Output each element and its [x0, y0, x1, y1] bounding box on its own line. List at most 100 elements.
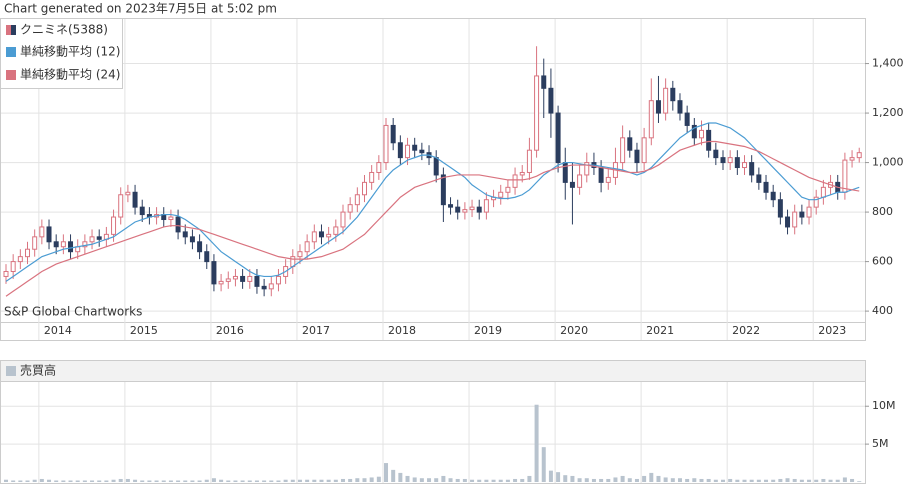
x-tick-label: 2022	[732, 324, 760, 337]
candle-body	[175, 216, 181, 233]
candle-body	[333, 226, 339, 235]
volume-bar	[764, 479, 769, 482]
legend-swatch	[6, 25, 11, 35]
volume-bar	[434, 478, 439, 482]
volume-bar	[290, 479, 295, 482]
candle-body	[125, 191, 131, 196]
volume-bar	[254, 480, 259, 482]
volume-bar	[835, 479, 840, 482]
candle-body	[813, 196, 819, 208]
volume-bar	[54, 480, 59, 482]
volume-bar	[140, 480, 145, 482]
volume-bar	[204, 479, 209, 482]
candle-body	[462, 209, 468, 213]
volume-bar	[333, 479, 338, 482]
volume-bar	[842, 477, 847, 482]
candle-body	[189, 236, 195, 243]
candle-body	[505, 186, 511, 193]
volume-bar	[584, 478, 589, 482]
volume-bar	[376, 476, 381, 482]
candle-body	[240, 275, 246, 282]
candle-body	[362, 181, 367, 196]
candle-body	[483, 199, 489, 213]
volume-bar	[814, 479, 819, 482]
volume-bar	[613, 477, 618, 482]
volume-bar	[556, 472, 561, 482]
candle-body	[211, 261, 217, 285]
legend-label: 単純移動平均 (24)	[20, 68, 120, 82]
volume-header	[0, 360, 866, 382]
volume-panel	[0, 381, 866, 484]
y-tick-label: 800	[872, 205, 893, 218]
volume-bar	[699, 478, 704, 482]
candle-body	[247, 275, 253, 282]
candle-body	[842, 159, 848, 193]
volume-bar	[670, 478, 675, 482]
volume-bar	[190, 480, 195, 482]
volume-bar	[427, 478, 432, 482]
legend-swatch	[11, 25, 16, 35]
candle-body	[584, 162, 590, 176]
volume-bar	[154, 480, 159, 482]
volume-bar	[118, 478, 123, 482]
candle-body	[641, 137, 647, 164]
x-tick-label: 2015	[130, 324, 158, 337]
candle-body	[297, 251, 303, 258]
volume-bar	[785, 478, 790, 482]
candle-body	[232, 275, 238, 280]
volume-bar	[369, 477, 374, 482]
volume-bar	[484, 479, 489, 482]
y-tick-label: 1,000	[872, 156, 904, 169]
candle-body	[670, 87, 676, 102]
moving-average-line	[5, 140, 860, 297]
volume-bar	[706, 478, 711, 482]
volume-bar	[39, 478, 44, 482]
candle-body	[856, 152, 862, 159]
candle-body	[663, 87, 669, 114]
volume-bar	[792, 478, 797, 482]
volume-bar	[61, 480, 66, 482]
candle-body	[96, 236, 102, 240]
candle-body	[605, 176, 611, 183]
header: Chart generated on 2023年7月5日 at 5:02 pm	[4, 2, 277, 16]
candle-body	[369, 171, 375, 183]
volume-bar	[491, 479, 496, 482]
candle-body	[806, 206, 812, 218]
volume-bar	[348, 478, 353, 482]
volume-bar	[75, 480, 80, 482]
volume-bar	[233, 480, 238, 482]
candle-body	[569, 181, 575, 188]
candle-body	[620, 137, 626, 164]
volume-bar	[197, 480, 202, 482]
volume-bar	[68, 480, 73, 482]
candle-body	[777, 199, 783, 218]
volume-bar	[405, 475, 410, 482]
volume-bar	[147, 480, 152, 482]
legend-swatch	[6, 70, 16, 80]
candle-body	[455, 206, 461, 213]
volume-bar	[11, 480, 16, 482]
candle-body	[397, 142, 403, 159]
volume-bar	[305, 479, 310, 482]
volume-bar	[534, 404, 539, 482]
candle-body	[526, 149, 532, 173]
candle-body	[111, 216, 117, 235]
volume-bar	[269, 480, 274, 482]
y-tick-label: 10M	[872, 399, 896, 412]
volume-bar	[541, 447, 546, 482]
candle-body	[770, 191, 776, 201]
candle-body	[706, 129, 712, 151]
candle-body	[376, 162, 382, 173]
candle-body	[275, 275, 281, 285]
candle-body	[354, 194, 360, 206]
legend-label: クニミネ(5388)	[20, 23, 108, 37]
volume-bar	[656, 475, 661, 482]
volume-bar	[599, 478, 604, 482]
volume-bar	[513, 478, 518, 482]
volume-bar	[183, 480, 188, 482]
volume-bar	[226, 480, 231, 482]
candle-body	[648, 100, 654, 139]
candle-body	[720, 157, 726, 164]
candle-body	[225, 278, 231, 282]
volume-bar	[828, 479, 833, 482]
